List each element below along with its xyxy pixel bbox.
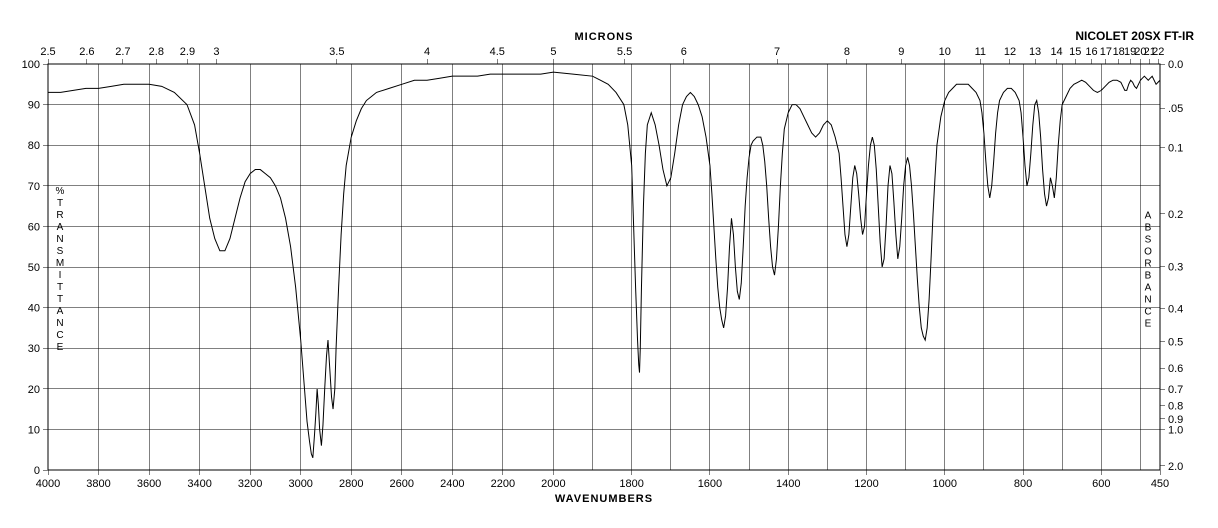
xtick-label: 3400 (187, 478, 211, 490)
top-axis-title: MICRONS (575, 31, 634, 43)
ytick-label: 20 (28, 384, 40, 396)
top-tick-label: 3.5 (329, 46, 344, 58)
top-tick-label: 4.5 (490, 46, 505, 58)
xtick-label: 800 (1014, 478, 1032, 490)
top-tick-label: 22 (1152, 46, 1164, 58)
top-tick-label: 10 (939, 46, 951, 58)
right-tick-label: 0.7 (1168, 384, 1183, 396)
ytick-label: 90 (28, 100, 40, 112)
right-tick-label: 1.0 (1168, 424, 1183, 436)
right-axis-title-letter: O (1144, 246, 1152, 257)
ytick-label: 30 (28, 343, 40, 355)
left-axis-title-letter: T (57, 282, 63, 293)
left-axis-title-letter: N (56, 318, 63, 329)
ytick-label: 10 (28, 424, 40, 436)
right-axis-title-letter: N (1144, 294, 1151, 305)
ytick-label: 50 (28, 262, 40, 274)
left-axis-title-letter: M (56, 258, 64, 269)
left-axis-title-letter: % (56, 186, 65, 197)
top-tick-label: 3 (213, 46, 219, 58)
top-tick-label: 12 (1004, 46, 1016, 58)
xtick-label: 3600 (137, 478, 161, 490)
xtick-label: 1000 (933, 478, 957, 490)
top-tick-label: 7 (774, 46, 780, 58)
right-axis-title-letter: S (1145, 234, 1152, 245)
xtick-label: 2400 (440, 478, 464, 490)
top-tick-label: 13 (1029, 46, 1041, 58)
top-tick-label: 15 (1069, 46, 1081, 58)
ytick-label: 70 (28, 181, 40, 193)
left-axis-title-letter: A (57, 306, 64, 317)
xtick-label: 2200 (491, 478, 515, 490)
right-tick-label: 0.5 (1168, 337, 1183, 349)
ytick-label: 60 (28, 221, 40, 233)
right-tick-label: 0.6 (1168, 363, 1183, 375)
right-axis-title-letter: R (1144, 258, 1151, 269)
top-tick-label: 17 (1100, 46, 1112, 58)
left-axis-title-letter: S (57, 246, 64, 257)
chart-svg: 0102030405060708090100400038003600340032… (0, 0, 1218, 528)
ytick-label: 0 (34, 465, 40, 477)
top-tick-label: 2.5 (40, 46, 55, 58)
bottom-axis-title: WAVENUMBERS (555, 493, 653, 505)
right-tick-label: 0.4 (1168, 303, 1183, 315)
top-tick-label: 6 (681, 46, 687, 58)
right-tick-label: 0.1 (1168, 143, 1183, 155)
top-tick-label: 2.8 (149, 46, 164, 58)
top-tick-label: 5.5 (617, 46, 632, 58)
left-axis-title-letter: T (57, 198, 63, 209)
top-tick-label: 5 (550, 46, 556, 58)
left-axis-title-letter: T (57, 294, 63, 305)
top-tick-label: 4 (424, 46, 430, 58)
top-tick-label: 11 (975, 46, 986, 58)
xtick-label: 3200 (238, 478, 262, 490)
top-tick-label: 14 (1050, 46, 1062, 58)
top-tick-label: 9 (898, 46, 904, 58)
top-tick-label: 16 (1085, 46, 1097, 58)
top-tick-label: 2.7 (115, 46, 130, 58)
instrument-label: NICOLET 20SX FT-IR (1075, 29, 1194, 43)
top-tick-label: 8 (844, 46, 850, 58)
xtick-label: 4000 (36, 478, 60, 490)
xtick-label: 1800 (619, 478, 643, 490)
ytick-label: 40 (28, 303, 40, 315)
xtick-label: 2600 (390, 478, 414, 490)
right-axis-title-letter: E (1145, 318, 1152, 329)
xtick-label: 1600 (698, 478, 722, 490)
right-tick-label: 0.0 (1168, 59, 1183, 71)
ytick-label: 100 (22, 59, 40, 71)
top-tick-label: 2.6 (79, 46, 94, 58)
right-tick-label: .05 (1168, 103, 1183, 115)
left-axis-title-letter: E (57, 342, 64, 353)
xtick-label: 450 (1151, 478, 1169, 490)
right-axis-title-letter: A (1145, 282, 1152, 293)
right-axis-title-letter: C (1144, 306, 1151, 317)
spectrum-trace (48, 72, 1160, 458)
left-axis-title-letter: N (56, 234, 63, 245)
ir-spectrum-chart: 0102030405060708090100400038003600340032… (0, 0, 1218, 528)
xtick-label: 600 (1092, 478, 1110, 490)
xtick-label: 2000 (541, 478, 565, 490)
xtick-label: 1400 (776, 478, 800, 490)
right-axis-title-letter: A (1145, 210, 1152, 221)
right-axis-title-letter: B (1145, 222, 1152, 233)
ytick-label: 80 (28, 140, 40, 152)
right-axis-title-letter: B (1145, 270, 1152, 281)
xtick-label: 3000 (288, 478, 312, 490)
xtick-label: 1200 (854, 478, 878, 490)
top-tick-label: 18 (1113, 46, 1125, 58)
right-tick-label: 0.8 (1168, 401, 1183, 413)
xtick-label: 3800 (86, 478, 110, 490)
top-tick-label: 2.9 (180, 46, 195, 58)
right-tick-label: 0.3 (1168, 262, 1183, 274)
right-tick-label: 2.0 (1168, 461, 1183, 473)
left-axis-title-letter: A (57, 222, 64, 233)
left-axis-title-letter: R (56, 210, 63, 221)
right-tick-label: 0.2 (1168, 209, 1183, 221)
left-axis-title-letter: I (59, 270, 62, 281)
left-axis-title-letter: C (56, 330, 63, 341)
xtick-label: 2800 (339, 478, 363, 490)
